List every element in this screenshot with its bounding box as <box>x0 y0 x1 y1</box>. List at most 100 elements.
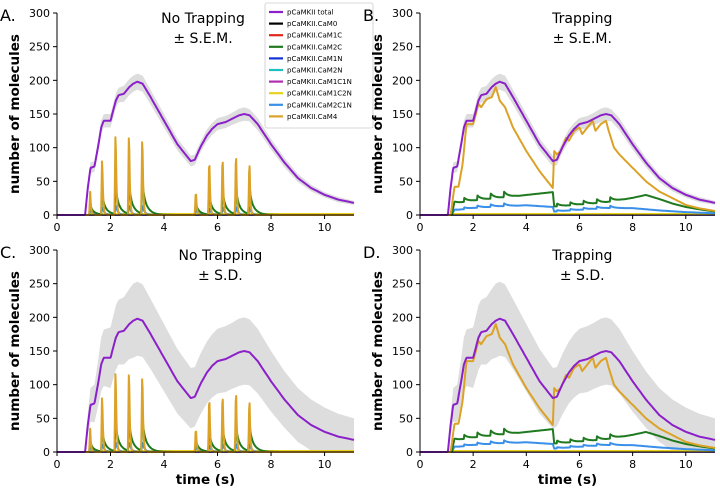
panel-letter: C. <box>0 243 16 262</box>
x-tick-label: 2 <box>107 458 114 471</box>
x-tick-label: 0 <box>54 458 61 471</box>
y-tick-label: 250 <box>392 278 413 291</box>
series-total-line <box>419 80 716 216</box>
x-axis-title: time (s) <box>538 472 597 488</box>
x-tick-label: 8 <box>629 458 636 471</box>
y-axis-title: number of molecules <box>7 34 23 194</box>
series-cam2c-line <box>419 190 716 216</box>
legend-box <box>264 2 374 129</box>
y-tick-label: 250 <box>29 278 50 291</box>
y-axis-title: number of molecules <box>7 271 23 431</box>
y-tick-label: 50 <box>399 412 413 425</box>
legend: pCaMKII total pCaMKII.CaM0 pCaMKII.CaM1C pC… <box>264 2 374 129</box>
panel-letter: A. <box>0 6 16 25</box>
series-total-line <box>56 317 355 453</box>
y-tick-label: 150 <box>29 108 50 121</box>
y-tick-label: 250 <box>29 41 50 54</box>
x-tick-label: 2 <box>470 221 477 234</box>
x-tick-label: 2 <box>470 458 477 471</box>
y-tick-label: 300 <box>392 244 413 257</box>
panel-annotation-title: No Trapping <box>178 248 262 264</box>
x-tick-label: 8 <box>268 221 275 234</box>
x-tick-label: 4 <box>523 458 530 471</box>
series-cam2c-line <box>419 427 716 453</box>
legend-label: pCaMKII.CaM1C2N <box>287 90 352 98</box>
y-tick-label: 0 <box>406 446 413 459</box>
y-tick-label: 100 <box>392 142 413 155</box>
y-tick-label: 250 <box>392 41 413 54</box>
legend-label: pCaMKII.CaM2N <box>287 67 343 75</box>
y-tick-label: 300 <box>392 7 413 20</box>
x-tick-label: 10 <box>318 221 332 234</box>
series-cam4-line <box>56 136 355 216</box>
y-tick-label: 200 <box>392 74 413 87</box>
x-tick-label: 6 <box>576 458 583 471</box>
series-total-line <box>419 317 716 453</box>
legend-label: pCaMKII.CaM0 <box>287 20 337 28</box>
error-band <box>57 281 354 452</box>
series-cam1c2n-line <box>419 449 716 453</box>
y-tick-label: 0 <box>406 209 413 222</box>
x-tick-label: 10 <box>679 221 693 234</box>
x-tick-label: 0 <box>417 221 424 234</box>
legend-label: pCaMKII.CaM1N <box>287 55 343 63</box>
x-axis-title: time (s) <box>176 472 235 488</box>
panel-annotation-title: Trapping <box>551 11 612 27</box>
y-tick-label: 150 <box>392 345 413 358</box>
legend-label: pCaMKII.CaM4 <box>287 113 338 121</box>
y-tick-label: 200 <box>392 311 413 324</box>
legend-label: pCaMKII.CaM1C1N <box>287 78 352 86</box>
legend-label: pCaMKII.CaM2C1N <box>287 101 352 109</box>
y-tick-label: 100 <box>29 142 50 155</box>
x-tick-label: 6 <box>214 458 221 471</box>
x-tick-label: 10 <box>679 458 693 471</box>
x-tick-label: 4 <box>161 221 168 234</box>
series-cam2c1n-line <box>419 202 716 216</box>
y-tick-label: 50 <box>36 412 50 425</box>
series-cam4-line <box>419 86 716 216</box>
error-band <box>420 281 715 452</box>
legend-label: pCaMKII total <box>287 9 334 17</box>
y-tick-label: 300 <box>29 7 50 20</box>
y-tick-label: 150 <box>29 345 50 358</box>
series-total-line <box>56 80 355 216</box>
panel-annotation-error: ± S.D. <box>198 268 243 284</box>
x-tick-label: 6 <box>576 221 583 234</box>
x-tick-label: 8 <box>268 458 275 471</box>
x-tick-label: 6 <box>214 221 221 234</box>
x-tick-label: 4 <box>523 221 530 234</box>
y-tick-label: 0 <box>43 446 50 459</box>
y-tick-label: 0 <box>43 209 50 222</box>
legend-label: pCaMKII.CaM1C <box>287 32 342 40</box>
x-tick-label: 10 <box>318 458 332 471</box>
panel-letter: B. <box>363 6 379 25</box>
panel-annotation-title: No Trapping <box>161 11 245 27</box>
panel-annotation-title: Trapping <box>551 248 612 264</box>
x-tick-label: 4 <box>161 458 168 471</box>
x-tick-label: 0 <box>417 458 424 471</box>
panel-letter: D. <box>363 243 380 262</box>
y-tick-label: 50 <box>36 175 50 188</box>
y-tick-label: 50 <box>399 175 413 188</box>
x-tick-label: 8 <box>629 221 636 234</box>
x-tick-label: 2 <box>107 221 114 234</box>
y-tick-label: 200 <box>29 311 50 324</box>
series-cam1c2n-line <box>419 212 716 216</box>
y-tick-label: 200 <box>29 74 50 87</box>
y-axis-title: number of molecules <box>370 34 386 194</box>
x-tick-label: 0 <box>54 221 61 234</box>
y-tick-label: 100 <box>29 379 50 392</box>
y-tick-label: 100 <box>392 379 413 392</box>
legend-label: pCaMKII.CaM2C <box>287 43 342 51</box>
panel-annotation-error: ± S.E.M. <box>553 31 612 47</box>
y-axis-title: number of molecules <box>370 271 386 431</box>
y-tick-label: 150 <box>392 108 413 121</box>
y-tick-label: 300 <box>29 244 50 257</box>
panel-annotation-error: ± S.E.M. <box>173 31 232 47</box>
